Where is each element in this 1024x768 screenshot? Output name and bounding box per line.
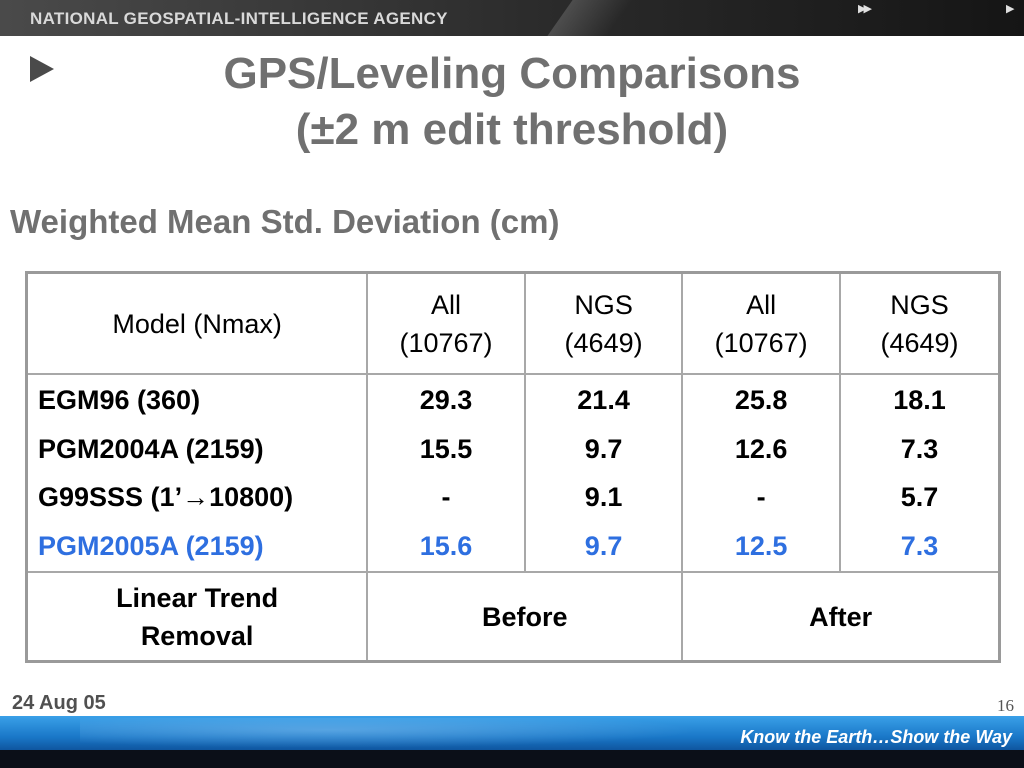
model-g99sss: G99SSS (1’→10800) [38,482,294,512]
slide-title-line1: GPS/Leveling Comparisons [223,49,801,98]
banner-stripe [0,750,1024,768]
banner-accent [547,0,633,36]
table-header-row: Model (Nmax) All (10767) NGS (4649) All … [25,271,1001,375]
model-egm96: EGM96 (360) [38,385,201,415]
table-body-row: EGM96 (360) PGM2004A (2159) G99SSS (1’→1… [25,373,1001,573]
model-list: EGM96 (360) PGM2004A (2159) G99SSS (1’→1… [25,373,369,573]
value-cell: 7.3 [900,433,939,464]
values-col-1: 29.3 15.5 - 15.6 [366,373,526,573]
bottom-banner: Know the Earth…Show the Way [0,716,1024,768]
globe-graphic [80,718,700,748]
value-cell-highlight: 12.5 [734,530,788,561]
header-col-2: NGS (4649) [523,271,684,375]
value-cell: - [441,482,451,512]
top-banner: NATIONAL GEOSPATIAL-INTELLIGENCE AGENCY … [0,0,1024,36]
value-cell: 18.1 [893,385,946,415]
value-cell-highlight: 9.7 [584,530,623,561]
header-col-4-label: NGS [890,289,949,320]
trend-removal-line1: Linear Trend [116,582,279,613]
values-col-4: 18.1 7.3 5.7 7.3 [838,373,1001,573]
header-col-3-count: (10767) [714,327,808,358]
values-col-3: 25.8 12.6 - 12.5 [681,373,841,573]
comparison-table: Model (Nmax) All (10767) NGS (4649) All … [25,271,1001,663]
value-cell: 15.5 [419,433,473,464]
nav-next-icon[interactable]: ▶ [1006,2,1015,15]
header-col-1-label: All [430,289,461,320]
header-model: Model (Nmax) [25,271,369,375]
slide-title: GPS/Leveling Comparisons (±2 m edit thre… [0,46,1024,158]
header-col-2-count: (4649) [564,327,643,358]
values-col-2: 21.4 9.7 9.1 9.7 [523,373,684,573]
nav-prev-icon[interactable]: ▶▶ [858,2,872,15]
header-col-4: NGS (4649) [838,271,1001,375]
title-bullet-icon [30,56,54,82]
slide-title-line2: (±2 m edit threshold) [295,105,729,154]
header-col-3-label: All [746,289,777,320]
header-col-1-count: (10767) [399,327,493,358]
value-cell: 9.1 [584,482,623,512]
section-subtitle: Weighted Mean Std. Deviation (cm) [10,203,560,240]
model-pgm2004a: PGM2004A (2159) [38,433,264,464]
value-cell: 25.8 [734,385,788,415]
page-number: 16 [997,696,1014,715]
header-col-2-label: NGS [574,289,633,320]
value-cell: 21.4 [577,385,630,415]
value-cell-highlight: 15.6 [419,530,473,561]
trend-removal-label: Linear Trend Removal [25,571,369,663]
header-col-1: All (10767) [366,271,526,375]
header-col-4-count: (4649) [880,327,959,358]
model-pgm2005a: PGM2005A (2159) [38,530,264,561]
before-label: Before [366,571,684,663]
value-cell: 29.3 [419,385,473,415]
value-cell-highlight: 7.3 [900,530,939,561]
slide-date: 24 Aug 05 [12,692,106,714]
agency-tagline: Know the Earth…Show the Way [740,727,1012,747]
value-cell: 5.7 [900,482,939,512]
trend-removal-line2: Removal [140,620,254,651]
after-label: After [681,571,1001,663]
value-cell: 9.7 [584,433,623,464]
agency-name: NATIONAL GEOSPATIAL-INTELLIGENCE AGENCY [30,9,448,28]
header-col-3: All (10767) [681,271,841,375]
value-cell: 12.6 [734,433,788,464]
table-footer-row: Linear Trend Removal Before After [25,571,1001,663]
value-cell: - [756,482,766,512]
